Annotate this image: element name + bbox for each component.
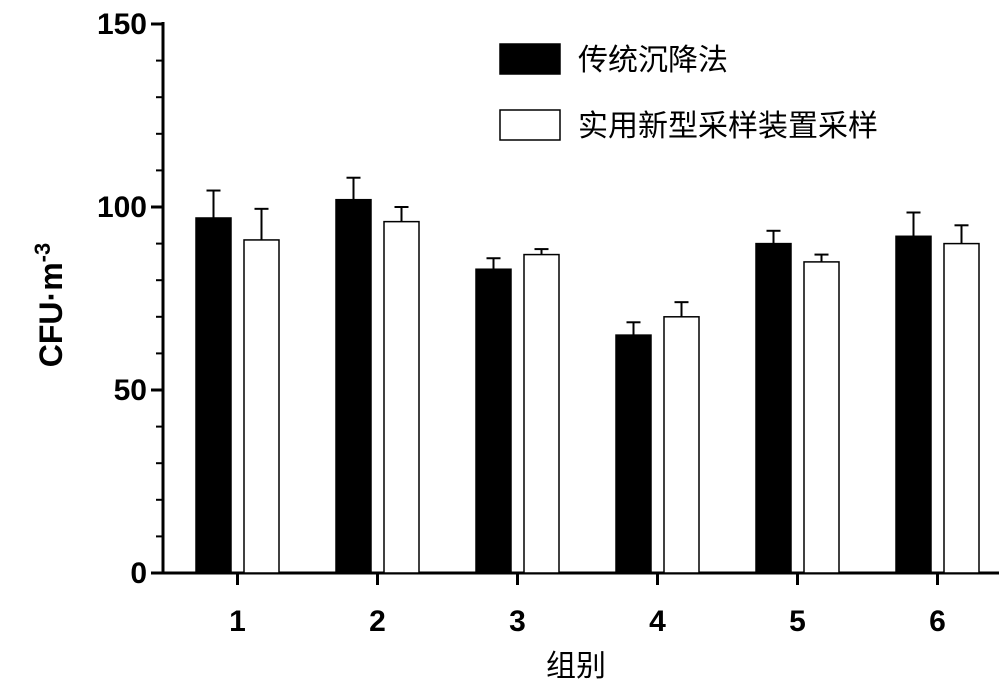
- bar-series-2: [523, 253, 560, 574]
- bar-series-1: [755, 242, 792, 574]
- y-tick-label: 50: [114, 374, 147, 407]
- y-axis-label: CFU·m-3: [30, 243, 69, 367]
- bar-series-1: [895, 235, 932, 574]
- bar-series-2: [943, 242, 980, 574]
- legend-swatch-series-1: [499, 43, 561, 75]
- bar-series-1: [335, 198, 372, 574]
- legend-label-series-1: 传统沉降法: [578, 43, 728, 78]
- x-tick-label: 6: [929, 605, 946, 638]
- bar-series-1: [475, 268, 512, 574]
- x-tick-label: 1: [229, 605, 246, 638]
- x-tick-label: 3: [509, 605, 526, 638]
- bar-series-2: [663, 316, 700, 574]
- y-tick-label: 150: [97, 8, 147, 41]
- legend-swatch-series-2: [499, 109, 561, 141]
- x-tick-label: 5: [789, 605, 806, 638]
- y-axis-label-superscript: -3: [30, 243, 55, 263]
- y-tick-label: 100: [97, 191, 147, 224]
- y-tick-label: 0: [130, 557, 147, 590]
- bar-series-2: [803, 261, 840, 574]
- plot-area: 0 50 100 150 1 2 3 4 5 6: [97, 8, 999, 638]
- bar-series-2: [243, 239, 280, 574]
- x-axis-label: 组别: [546, 649, 606, 684]
- x-tick-label: 2: [369, 605, 386, 638]
- bar-series-1: [195, 217, 232, 574]
- x-tick-label: 4: [649, 605, 666, 638]
- bar-series-2: [383, 220, 420, 574]
- bar-series-1: [615, 334, 652, 574]
- legend-label-series-2: 实用新型采样装置采样: [578, 109, 878, 144]
- y-axis-label-text: CFU·m: [33, 262, 69, 367]
